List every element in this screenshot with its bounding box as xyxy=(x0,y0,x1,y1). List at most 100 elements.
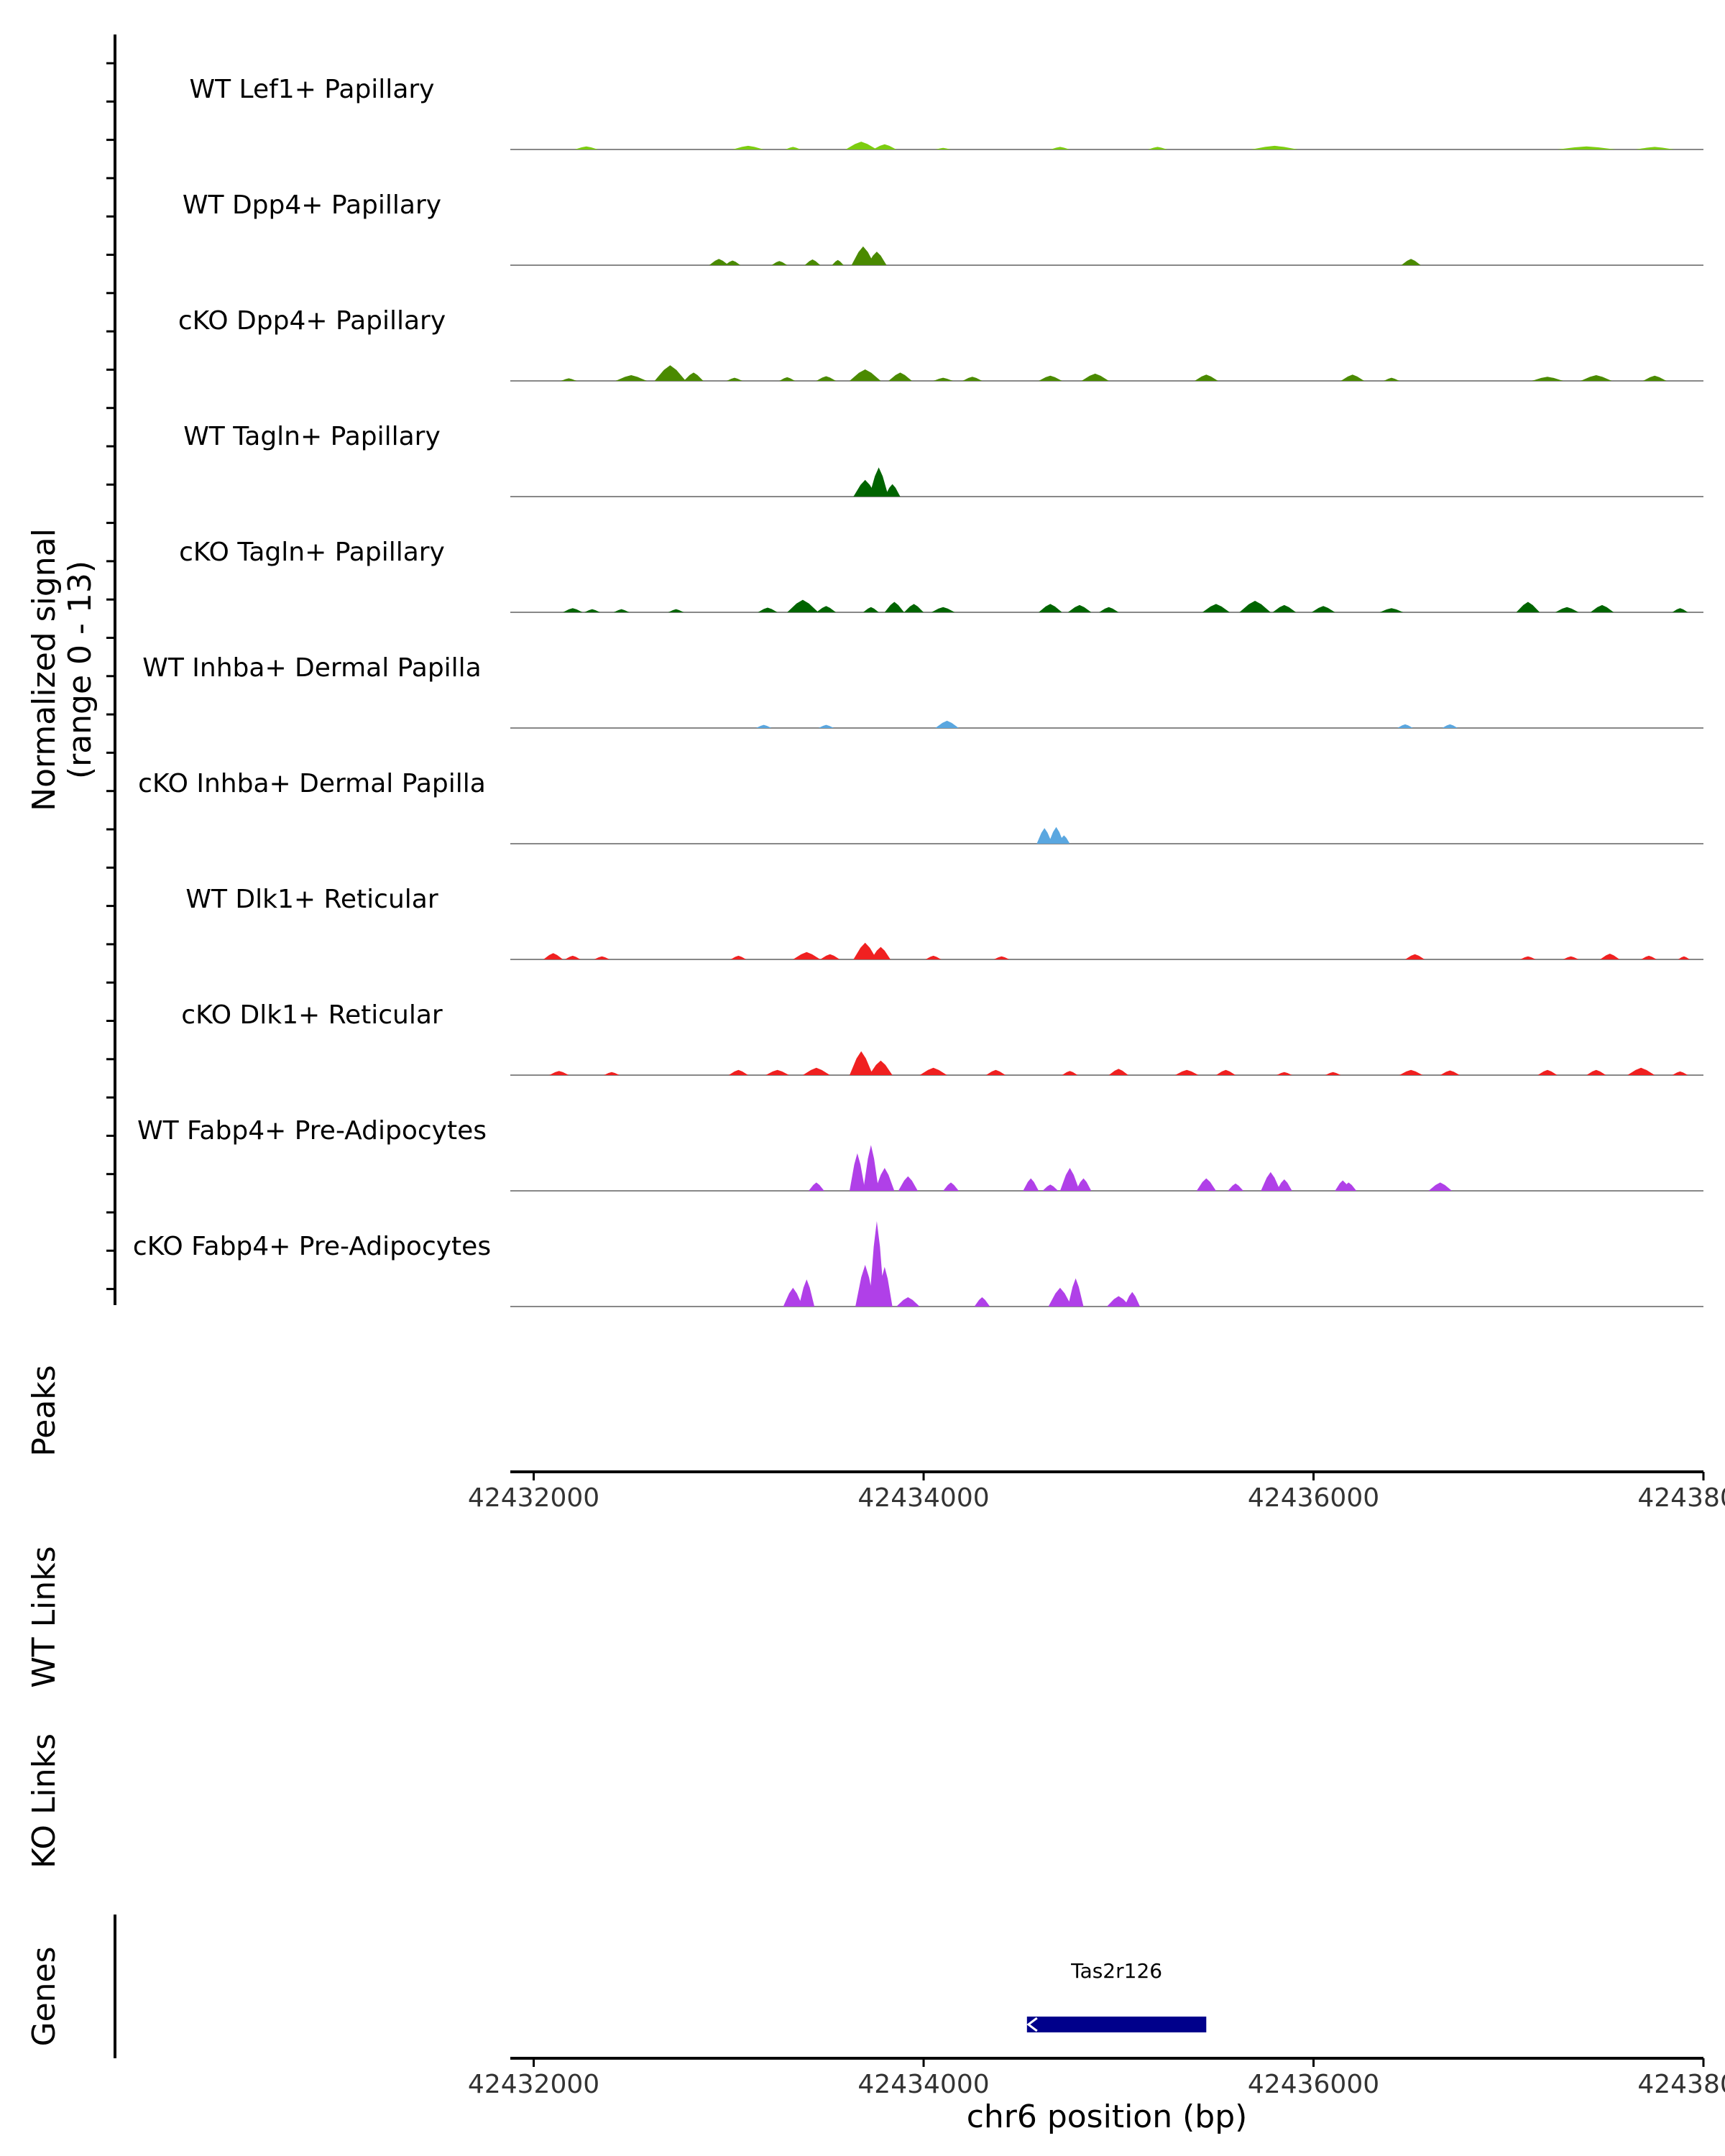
coverage-peak xyxy=(888,372,912,381)
coverage-peak xyxy=(931,607,955,612)
coverage-peak xyxy=(1442,724,1458,728)
track-label: WT Fabp4+ Pre-Adipocytes xyxy=(137,1116,487,1146)
y-axis-subtitle: (range 0 - 13) xyxy=(62,561,98,779)
coverage-peak xyxy=(732,145,764,149)
coverage-peak xyxy=(1428,1182,1453,1191)
coverage-peak xyxy=(832,259,844,265)
coverage-peak xyxy=(799,1279,815,1307)
track-wt-tagln-papillary: WT Tagln+ Papillary xyxy=(183,422,1703,497)
coverage-peak xyxy=(850,1051,873,1075)
coverage-peak xyxy=(809,1182,824,1191)
coverage-peak xyxy=(935,147,951,149)
track-wt-dlk1-reticular: WT Dlk1+ Reticular xyxy=(185,885,1703,960)
coverage-peak xyxy=(1107,1296,1131,1307)
coverage-peak xyxy=(919,1067,947,1075)
track-cko-inhba-dermal-papilla: cKO Inhba+ Dermal Papilla xyxy=(138,769,1703,844)
coverage-peak xyxy=(1399,1069,1423,1075)
x-tick-label: 42438000 xyxy=(1637,2070,1725,2099)
track-cko-dpp4-papillary: cKO Dpp4+ Papillary xyxy=(178,306,1703,382)
coverage-peak xyxy=(1067,604,1092,612)
coverage-peak xyxy=(615,375,647,381)
coverage-peak xyxy=(1672,1071,1688,1075)
coverage-peak xyxy=(873,144,897,149)
coverage-peak xyxy=(1050,147,1070,149)
coverage-peak xyxy=(1586,1069,1606,1075)
gene-body xyxy=(1026,2017,1207,2032)
x-tick-label: 42436000 xyxy=(1248,1483,1379,1513)
coverage-peak xyxy=(875,1168,895,1191)
coverage-peak xyxy=(684,372,704,381)
coverage-peak xyxy=(730,955,747,959)
coverage-peak xyxy=(876,1266,893,1307)
coverage-peak xyxy=(783,1287,803,1307)
coverage-peak xyxy=(1672,608,1688,612)
coverage-peak xyxy=(1600,954,1620,959)
coverage-peak xyxy=(816,376,836,381)
gene-label: Tas2r126 xyxy=(1070,1959,1162,1983)
track-label: cKO Dpp4+ Papillary xyxy=(178,306,446,336)
coverage-peak xyxy=(1397,724,1413,728)
coverage-peak xyxy=(925,955,942,959)
coverage-peak xyxy=(1276,1072,1292,1075)
coverage-peak xyxy=(884,484,901,497)
coverage-peak xyxy=(1325,1072,1341,1075)
coverage-peak xyxy=(853,942,877,959)
coverage-peak xyxy=(1067,1278,1084,1307)
coverage-peak xyxy=(549,1071,569,1075)
coverage-peak xyxy=(1627,1067,1655,1075)
coverage-peak xyxy=(1081,373,1109,381)
track-label: WT Lef1+ Papillary xyxy=(190,75,435,104)
coverage-peak xyxy=(943,1182,959,1191)
x-tick-label: 42432000 xyxy=(468,2070,599,2099)
y-axis-ticks xyxy=(106,62,115,1291)
coverage-peak xyxy=(1678,956,1690,959)
coverage-peak xyxy=(574,146,599,149)
coverage-peak xyxy=(1563,956,1579,959)
track-label: cKO Dlk1+ Reticular xyxy=(181,1000,443,1030)
coverage-peak xyxy=(816,606,836,612)
coverage-peak xyxy=(1516,602,1540,612)
coverage-peak xyxy=(1058,835,1070,844)
coverage-peak xyxy=(1520,956,1536,959)
track-label: cKO Fabp4+ Pre-Adipocytes xyxy=(133,1232,491,1261)
coverage-peak xyxy=(1590,604,1614,612)
coverage-peak xyxy=(563,608,583,612)
coverage-peak xyxy=(668,609,684,612)
coverage-peak xyxy=(1340,374,1364,381)
coverage-peak xyxy=(962,377,983,381)
coverage-peak xyxy=(758,607,778,612)
coverage-peak xyxy=(1039,375,1062,381)
coverage-peak xyxy=(1048,1287,1072,1307)
x-tick-label: 42432000 xyxy=(468,1483,599,1513)
coverage-peak xyxy=(985,1069,1006,1075)
coverage-peak xyxy=(933,377,953,381)
track-wt-fabp4-pre-adipocytes: WT Fabp4+ Pre-Adipocytes xyxy=(137,1116,1703,1192)
coverage-peak xyxy=(804,259,821,265)
coverage-peak xyxy=(1401,259,1421,265)
side-track-label-genes: Genes xyxy=(26,1946,63,2046)
coverage-peak xyxy=(1276,1179,1292,1191)
coverage-peak xyxy=(1641,955,1657,959)
coverage-peak xyxy=(1261,1171,1281,1191)
coverage-peak xyxy=(785,147,801,149)
coverage-peak xyxy=(584,609,600,612)
coverage-peak xyxy=(654,365,686,381)
peaks-x-axis: 42432000 42434000 42436000 42438000 xyxy=(468,1472,1725,1513)
side-track-label-peaks: Peaks xyxy=(26,1365,63,1456)
coverage-peak xyxy=(765,1069,789,1075)
coverage-peak xyxy=(727,377,742,381)
coverage-peak xyxy=(1148,147,1168,149)
coverage-peak xyxy=(1251,145,1298,149)
coverage-peak xyxy=(1537,1069,1558,1075)
track-cko-tagln-papillary: cKO Tagln+ Papillary xyxy=(179,538,1703,613)
coverage-peak xyxy=(851,246,875,265)
genes-x-axis: 42432000 42434000 42436000 42438000 xyxy=(468,2058,1725,2099)
coverage-tracks: WT Lef1+ Papillary WT Dpp4+ Papillary cKO … xyxy=(133,75,1703,1307)
coverage-peak xyxy=(1635,147,1675,149)
coverage-peak xyxy=(850,369,881,381)
coverage-peak xyxy=(850,1153,865,1191)
coverage-peak xyxy=(1036,828,1053,844)
x-tick-label: 42436000 xyxy=(1248,2070,1379,2099)
coverage-peak xyxy=(1196,1178,1216,1191)
